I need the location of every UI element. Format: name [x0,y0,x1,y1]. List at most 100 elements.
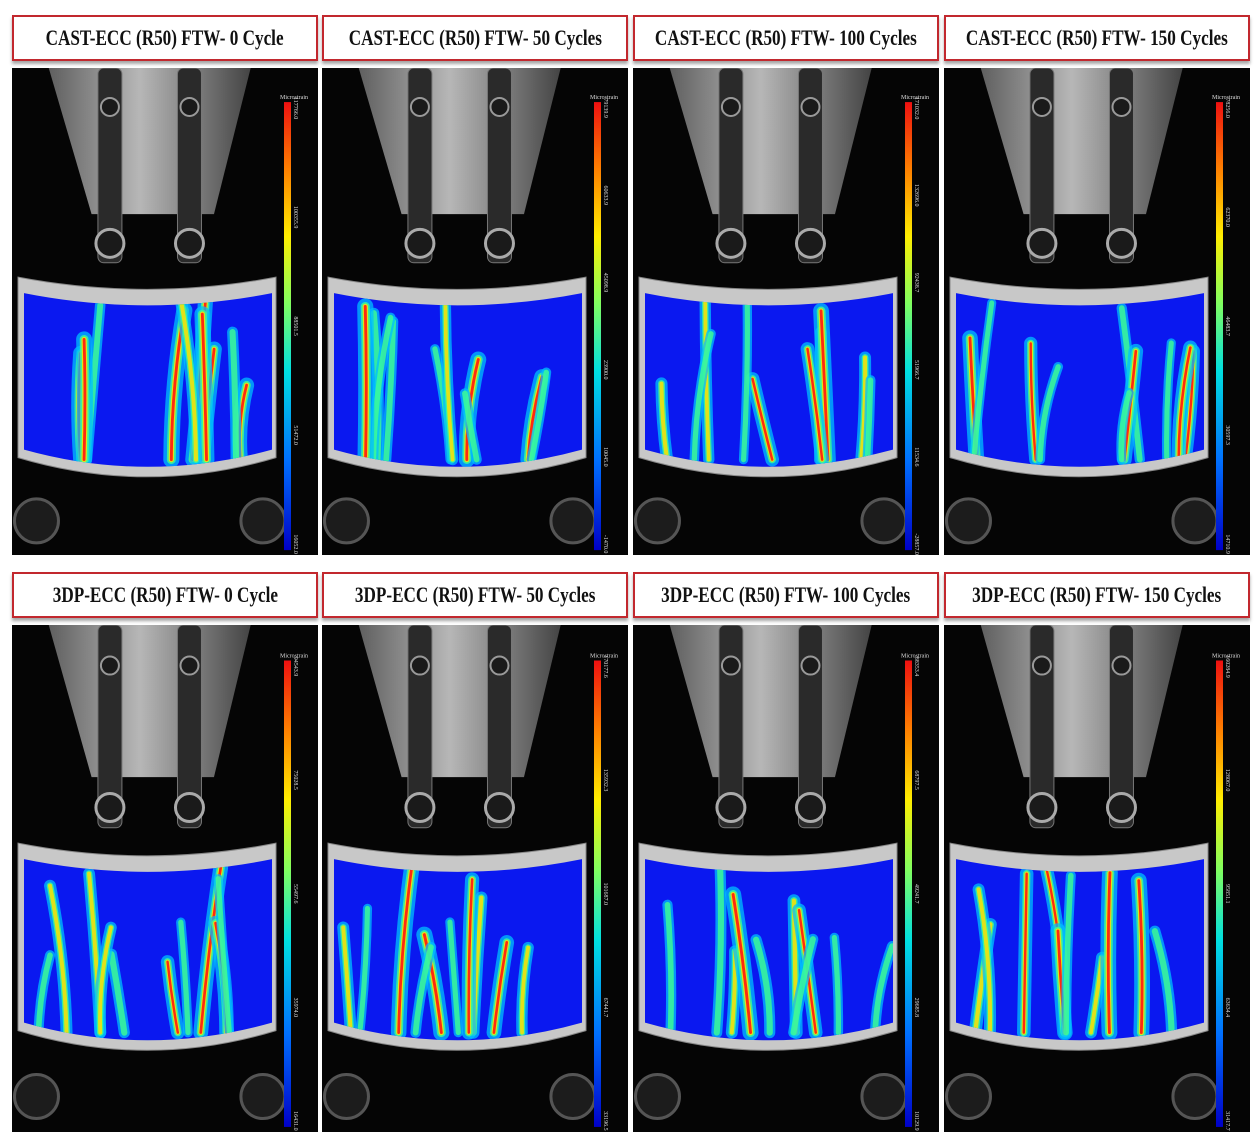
scale-unit-label: Microstrain [1212,95,1240,101]
support-roller [239,497,287,545]
support-roller [549,1073,597,1121]
strain-band [229,329,240,463]
scale-tick-label: 49241.7 [913,884,919,904]
scale-tick-label: 95851.1 [1224,884,1230,904]
scale-tick-label: -28857.0 [913,533,919,555]
scale-tick-label: 160284.9 [1224,655,1230,678]
support-roller [12,1073,60,1121]
panel-title-text: 3DP-ECC (R50) FTW- 100 Cycles [661,582,911,607]
support-roller [944,497,992,545]
dic-strain-photo: Microstrain 170177.6 135932.3 101687.0 67441… [322,625,628,1132]
loading-pin-arm [1108,68,1134,264]
strain-band [447,919,461,1036]
dic-strain-photo: Microstrain 160284.9 128067.0 95851.1 63634.… [944,625,1250,1132]
strain-band [357,905,371,1036]
scale-tick-label: 35974.0 [292,998,298,1018]
strain-band [200,312,208,462]
scale-tick-label: 33196.5 [602,1111,608,1131]
loading-roller [483,792,515,824]
scale-tick-label: 11534.6 [913,447,919,466]
strain-band [363,305,368,462]
scale-tick-label: -1470.0 [602,535,608,554]
color-scale-bar [284,102,291,551]
scale-unit-label: Microstrain [590,95,618,101]
panel-title-text: 3DP-ECC (R50) FTW- 50 Cycles [354,582,596,607]
scale-tick-label: 31417.7 [1224,1111,1230,1131]
strain-band [98,925,113,1035]
scale-tick-label: 68797.5 [913,770,919,790]
loading-roller [94,227,126,259]
scale-tick-label: 55497.6 [292,884,298,904]
strain-band [397,864,414,1034]
strain-band [1022,872,1028,1034]
scale-unit-label: Microstrain [280,95,308,101]
loading-pin-arm [407,625,433,829]
strain-band [752,936,773,1036]
strain-band [1106,871,1112,1035]
dic-strain-photo: Microstrain 94543.9 75028.5 55497.6 35974.0 1… [12,625,318,1132]
strain-band [166,960,180,1034]
scale-tick-label: 30597.3 [1224,425,1230,445]
scale-tick-label: 14710.9 [1224,534,1230,554]
strain-band [178,293,199,462]
scale-tick-label: 10129.9 [913,1111,919,1131]
scale-tick-label: 79139.9 [602,98,608,118]
scale-tick-label: 10045.0 [602,447,608,467]
panel-title-text: CAST-ECC (R50) FTW- 100 Cycles [655,25,917,50]
support-roller [322,1073,370,1121]
loading-roller [794,227,826,259]
scale-tick-label: 101687.0 [602,882,608,905]
support-roller [633,1073,681,1121]
loading-roller [404,792,436,824]
strain-band [859,355,868,462]
scale-unit-label: Microstrain [901,95,929,101]
dic-strain-photo: Microstrain 78256.0 62370.0 46483.7 30597.3 1… [944,68,1250,555]
loading-roller [1105,227,1137,259]
scale-unit-label: Microstrain [590,653,618,659]
color-scale-bar [905,660,912,1127]
strain-band [1164,340,1174,463]
panel-title: 3DP-ECC (R50) FTW- 100 Cycles [633,572,939,618]
support-roller [322,497,370,545]
scale-tick-label: 135932.3 [602,769,608,792]
scale-tick-label: 100355.9 [292,206,298,229]
strain-field-map [24,859,272,1041]
panel-title: 3DP-ECC (R50) FTW- 150 Cycles [944,572,1250,618]
strain-band [520,945,531,1035]
strain-field-map [645,859,893,1041]
scale-tick-label: 117766.0 [292,97,298,119]
strain-field-map [334,293,582,467]
support-roller [1171,497,1219,545]
loading-pin-arm [797,68,823,264]
loading-pin-arm [176,625,202,829]
strain-band [1037,364,1061,463]
loading-fixture [48,625,251,778]
scale-tick-label: 92438.7 [913,273,919,293]
strain-band [1177,346,1192,461]
scale-tick-label: 94543.9 [292,657,298,677]
panel-title: CAST-ECC (R50) FTW- 100 Cycles [633,15,939,61]
panel-title: 3DP-ECC (R50) FTW- 50 Cycles [322,572,628,618]
scale-tick-label: 128067.0 [1224,769,1230,792]
loading-pin-arm [718,625,744,829]
color-scale-bar [284,660,291,1127]
scale-unit-label: Microstrain [901,653,929,659]
scale-tick-label: 75028.5 [292,770,298,790]
loading-pin-arm [486,625,512,829]
strain-band [664,901,674,1036]
strain-band [1151,928,1175,1036]
loading-fixture [980,68,1183,215]
strain-band [790,936,816,1036]
loading-pin-arm [176,68,202,264]
scale-unit-label: Microstrain [1212,653,1240,659]
panel-title: CAST-ECC (R50) FTW- 50 Cycles [322,15,628,61]
panel-title-text: 3DP-ECC (R50) FTW- 0 Cycle [52,582,278,607]
strain-band [976,887,993,1035]
loading-pin-arm [1029,625,1055,829]
strain-band [1137,879,1144,1035]
loading-pin-arm [718,68,744,264]
color-scale-bar [905,102,912,551]
scale-unit-label: Microstrain [280,653,308,659]
loading-fixture [669,625,872,778]
panel-title-text: CAST-ECC (R50) FTW- 150 Cycles [966,25,1228,50]
